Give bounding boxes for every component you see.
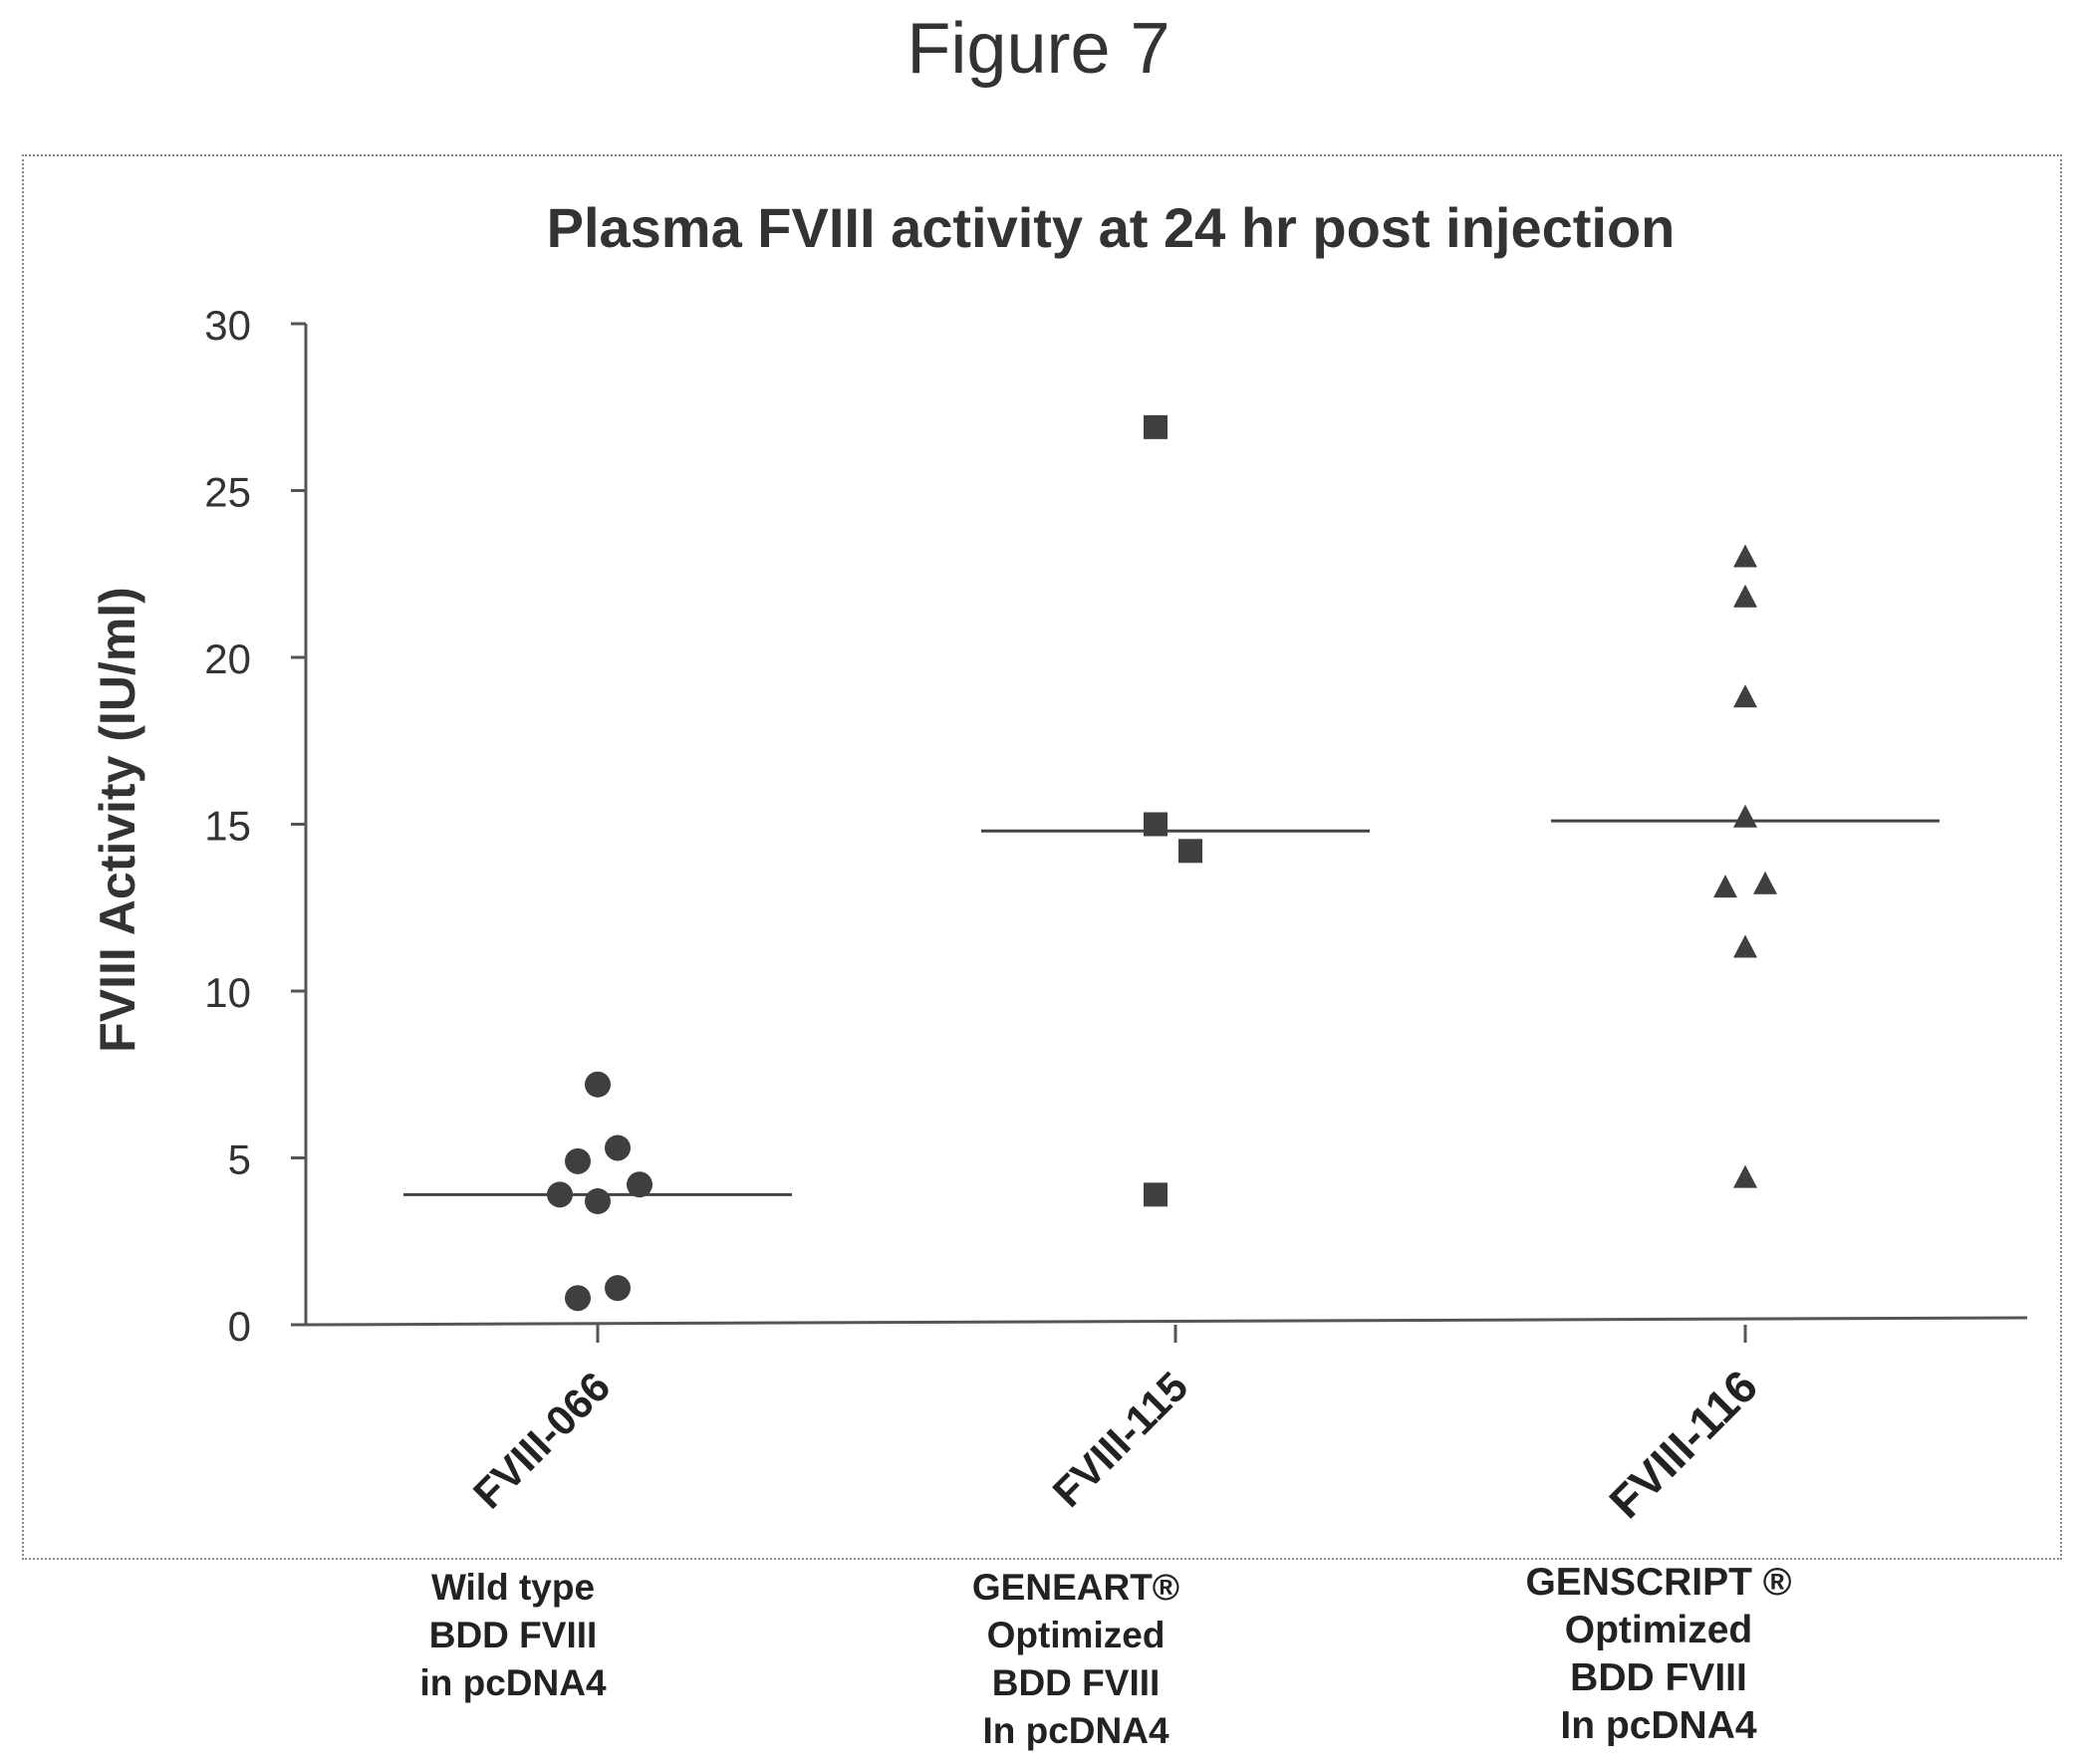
y-tick-label: 10 [204, 969, 251, 1016]
data-point-circle [605, 1134, 631, 1161]
data-point-triangle [1733, 684, 1757, 708]
data-point-circle [585, 1071, 611, 1098]
data-points [547, 414, 1777, 1312]
data-point-triangle [1733, 1164, 1757, 1188]
data-point-triangle [1733, 584, 1757, 608]
data-point-triangle [1733, 934, 1757, 958]
figure-label: Figure 7 [907, 9, 1170, 89]
data-point-circle [627, 1171, 652, 1198]
y-tick-label: 25 [204, 469, 251, 516]
caption-line: BDD FVIII [1570, 1656, 1747, 1699]
data-point-triangle [1733, 804, 1757, 828]
data-point-triangle [1713, 875, 1737, 898]
caption-line: Wild type [430, 1567, 596, 1608]
caption-line: BDD FVIII [428, 1615, 598, 1655]
data-point-square [1178, 839, 1202, 864]
data-point-square [1144, 1182, 1168, 1207]
caption-line: in pcDNA4 [419, 1662, 607, 1703]
caption-line: BDD FVIII [991, 1662, 1161, 1703]
data-point-circle [565, 1147, 591, 1174]
chart-title: Plasma FVIII activity at 24 hr post inje… [547, 196, 1676, 259]
data-point-circle [605, 1275, 631, 1302]
caption-line: GENSCRIPT ® [1525, 1561, 1792, 1604]
data-point-triangle [1733, 544, 1757, 568]
caption-fviii-115: GENEART® Optimized BDD FVIII In pcDNA4 [867, 1564, 1285, 1755]
caption-line: In pcDNA4 [1560, 1704, 1757, 1747]
x-tick-label: FVIII-115 [1044, 1363, 1197, 1516]
caption-line: GENEART® [971, 1567, 1180, 1608]
plot-frame [22, 154, 2062, 1560]
caption-fviii-116: GENSCRIPT ® Optimized BDD FVIII In pcDNA… [1449, 1559, 1868, 1750]
caption-line: In pcDNA4 [982, 1710, 1169, 1751]
caption-fviii-066: Wild type BDD FVIII in pcDNA4 [304, 1564, 722, 1707]
data-point-triangle [1753, 871, 1777, 894]
y-ticks: 0 5 10 15 20 25 30 [204, 302, 306, 1350]
y-tick-label: 5 [228, 1136, 251, 1183]
x-tick-label: FVIII-066 [464, 1363, 619, 1517]
caption-line: Optimized [1564, 1609, 1753, 1651]
median-lines [403, 819, 1940, 1196]
x-axis-line [305, 1316, 2028, 1327]
data-point-square [1144, 812, 1168, 837]
data-point-circle [585, 1188, 611, 1215]
y-tick-label: 30 [204, 302, 251, 349]
x-ticks: FVIII-066 FVIII-115 FVIII-116 [464, 1325, 1767, 1528]
data-point-circle [565, 1285, 591, 1312]
data-point-circle [547, 1181, 573, 1208]
y-tick-label: 0 [228, 1303, 251, 1350]
y-tick-label: 20 [204, 635, 251, 682]
y-axis-label: FVIII Activity (IU/ml) [90, 587, 145, 1053]
caption-line: Optimized [986, 1615, 1166, 1655]
y-tick-label: 15 [204, 803, 251, 850]
x-tick-label: FVIII-116 [1599, 1360, 1767, 1528]
data-point-square [1144, 414, 1168, 439]
